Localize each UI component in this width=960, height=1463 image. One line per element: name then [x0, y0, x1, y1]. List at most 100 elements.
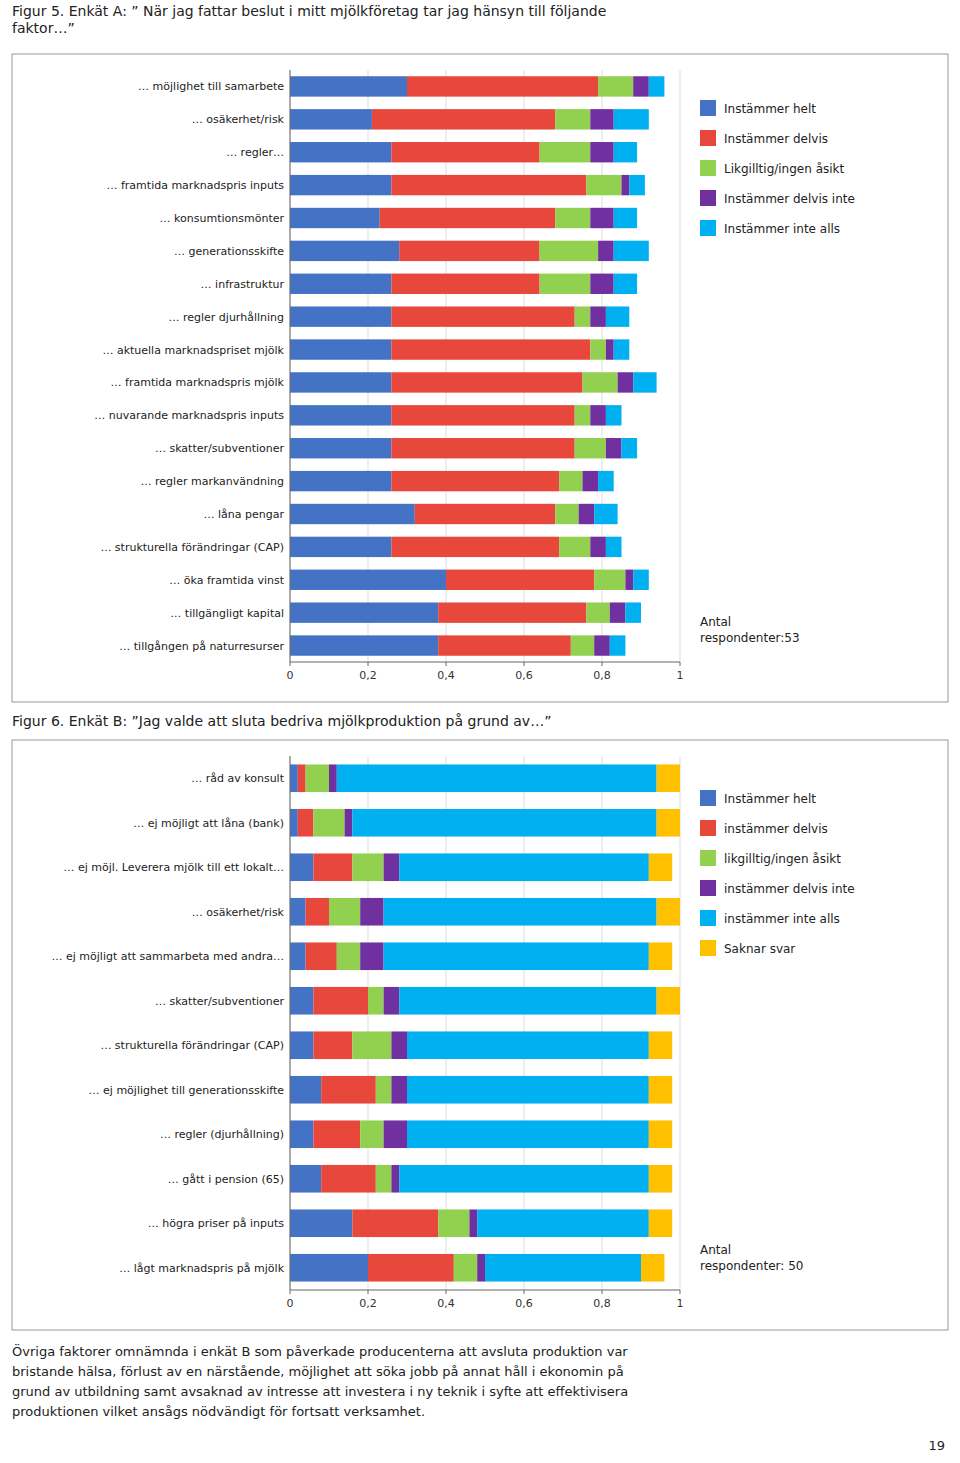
category-label: … öka framtida vinst — [169, 574, 284, 587]
legend-swatch — [700, 130, 716, 146]
bar-segment — [376, 1076, 392, 1104]
bar-segment — [368, 987, 384, 1015]
legend-label: likgilltig/ingen åsikt — [724, 852, 841, 866]
legend-swatch — [700, 940, 716, 956]
bar-segment — [290, 898, 306, 926]
bar-segment — [399, 987, 656, 1015]
category-label: … möjlighet till samarbete — [138, 80, 284, 93]
bar-segment — [360, 942, 383, 970]
bar-segment — [649, 1076, 672, 1104]
bar-segment — [657, 898, 680, 926]
tick-mark — [368, 662, 369, 666]
category-label: … tillgängligt kapital — [170, 607, 284, 620]
legend-label: Likgilltig/ingen åsikt — [724, 162, 845, 176]
tick-mark — [680, 1290, 681, 1294]
bar-segment — [594, 504, 617, 524]
bar-segment — [649, 1165, 672, 1193]
legend-label: instämmer delvis — [724, 822, 828, 836]
bar-segment — [313, 809, 344, 837]
bar-segment — [590, 274, 613, 294]
legend-swatch — [700, 850, 716, 866]
bar-segment — [446, 570, 594, 590]
legend-label: Instämmer helt — [724, 102, 816, 116]
legend-label: Instämmer delvis — [724, 132, 828, 146]
bar-segment — [633, 372, 656, 392]
tick-label: 0,6 — [515, 1297, 533, 1310]
bar-segment — [633, 570, 649, 590]
bar-segment — [290, 809, 298, 837]
category-label: … nuvarande marknadspris inputs — [94, 409, 284, 422]
chart-panel: Figur 5. Enkät A: ” När jag fattar beslu… — [12, 3, 948, 702]
bar-segment — [345, 809, 353, 837]
bar-segment — [391, 274, 539, 294]
legend-swatch — [700, 820, 716, 836]
bar-segment — [290, 1254, 368, 1282]
bar-segment — [290, 853, 313, 881]
bar-segment — [352, 1031, 391, 1059]
bar-segment — [649, 1031, 672, 1059]
tick-mark — [446, 1290, 447, 1294]
bar-segment — [571, 635, 594, 655]
text-line: grund av utbildning samt avsaknad av int… — [12, 1384, 628, 1399]
bar-segment — [586, 175, 621, 195]
bar-segment — [306, 898, 329, 926]
bar-segment — [485, 1254, 641, 1282]
bar-segment — [352, 853, 383, 881]
legend-swatch — [700, 160, 716, 176]
bar-segment — [407, 76, 598, 96]
category-label: … framtida marknadspris inputs — [106, 179, 284, 192]
bar-segment — [438, 602, 586, 622]
bar-segment — [352, 809, 656, 837]
bar-segment — [610, 602, 626, 622]
bar-segment — [391, 339, 590, 359]
bar-segment — [337, 764, 657, 792]
bar-segment — [290, 405, 391, 425]
tick-mark — [446, 662, 447, 666]
tick-mark — [524, 1290, 525, 1294]
tick-label: 1 — [677, 1297, 684, 1310]
bar-segment — [290, 241, 399, 261]
category-label: … strukturella förändringar (CAP) — [100, 541, 284, 554]
category-label: … konsumtionsmönter — [160, 212, 285, 225]
annotation: Antalrespondenter: 50 — [700, 1243, 803, 1273]
text-line: Figur 6. Enkät B: ”Jag valde att sluta b… — [12, 713, 551, 729]
category-label: … regler markanvändning — [141, 475, 284, 488]
category-label: … osäkerhet/risk — [192, 113, 285, 126]
bar-segment — [368, 1254, 454, 1282]
bar-segment — [290, 987, 313, 1015]
axis-line — [290, 70, 291, 662]
bar-segment — [290, 1031, 313, 1059]
bar-segment — [618, 372, 634, 392]
category-label: … ej möjlighet till generationsskifte — [89, 1084, 285, 1097]
bar-segment — [649, 1120, 672, 1148]
text-line: Antal — [700, 615, 731, 629]
bar-segment — [575, 438, 606, 458]
bar-segment — [391, 537, 559, 557]
grid-line — [680, 70, 681, 662]
bar-segment — [598, 241, 614, 261]
bar-segment — [575, 306, 591, 326]
axis-line — [290, 1290, 680, 1291]
category-label: … regler… — [226, 146, 284, 159]
text-line: bristande hälsa, förlust av en närståend… — [12, 1364, 624, 1379]
bar-segment — [360, 898, 383, 926]
bar-segment — [290, 1165, 321, 1193]
bar-segment — [290, 109, 372, 129]
bar-segment — [649, 853, 672, 881]
bar-segment — [290, 274, 391, 294]
bar-segment — [391, 1031, 407, 1059]
chart-title: Figur 5. Enkät A: ” När jag fattar beslu… — [12, 3, 606, 36]
background — [0, 0, 960, 1463]
bar-segment — [384, 853, 400, 881]
legend-label: Instämmer inte alls — [724, 222, 840, 236]
legend-swatch — [700, 790, 716, 806]
bar-segment — [590, 109, 613, 129]
category-label: … råd av konsult — [191, 772, 284, 785]
bar-segment — [415, 504, 555, 524]
bar-segment — [407, 1031, 649, 1059]
footer-text: Övriga faktorer omnämnda i enkät B som p… — [12, 1343, 628, 1419]
bar-segment — [649, 76, 665, 96]
legend-label: Saknar svar — [724, 942, 795, 956]
bar-segment — [313, 987, 368, 1015]
bar-segment — [606, 405, 622, 425]
